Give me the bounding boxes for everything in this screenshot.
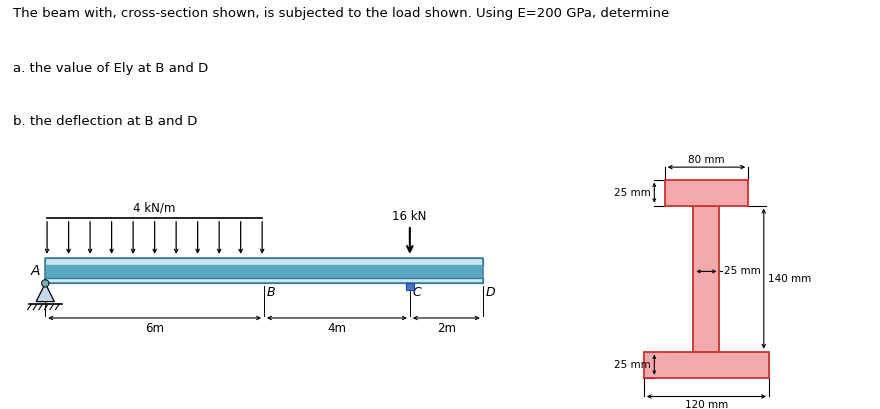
Text: 4m: 4m xyxy=(327,322,347,335)
Text: A: A xyxy=(30,264,40,278)
Text: D: D xyxy=(486,286,495,299)
Text: 4 kN/m: 4 kN/m xyxy=(134,202,176,215)
Text: The beam with, cross-section shown, is subjected to the load shown. Using E=200 : The beam with, cross-section shown, is s… xyxy=(13,7,670,20)
Bar xyxy=(45,258,483,265)
Bar xyxy=(45,278,483,283)
Bar xyxy=(644,352,769,378)
Text: 80 mm: 80 mm xyxy=(688,155,725,165)
Bar xyxy=(406,283,414,290)
Text: 6m: 6m xyxy=(145,322,165,335)
Text: 2m: 2m xyxy=(436,322,456,335)
Bar xyxy=(45,258,483,283)
Text: 140 mm: 140 mm xyxy=(768,274,811,284)
Text: B: B xyxy=(267,286,275,299)
Bar xyxy=(693,206,720,352)
Text: b. the deflection at B and D: b. the deflection at B and D xyxy=(13,115,197,128)
Bar xyxy=(664,180,748,206)
Text: 120 mm: 120 mm xyxy=(685,400,728,409)
Polygon shape xyxy=(36,283,55,301)
Text: 16 kN: 16 kN xyxy=(392,210,426,223)
Text: C: C xyxy=(413,286,422,299)
Text: 25 mm: 25 mm xyxy=(723,266,760,276)
Text: 25 mm: 25 mm xyxy=(614,360,651,370)
Text: a. the value of Ely at B and D: a. the value of Ely at B and D xyxy=(13,63,209,76)
Text: 25 mm: 25 mm xyxy=(614,188,651,198)
Circle shape xyxy=(41,280,49,287)
Bar xyxy=(45,265,483,278)
